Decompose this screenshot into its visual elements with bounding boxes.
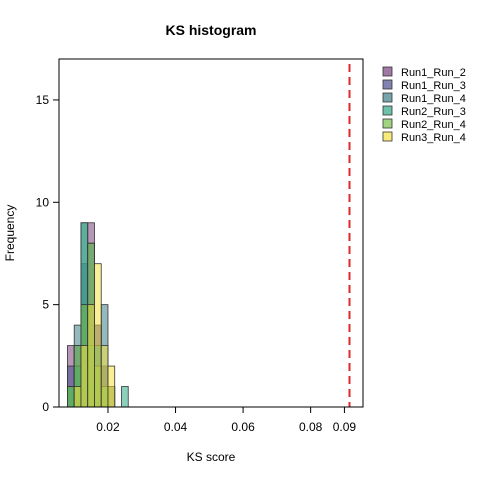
bar-Run3_Run_4-bin-5 — [100, 345, 109, 408]
legend: Run1_Run_2Run1_Run_3Run1_Run_4Run2_Run_3… — [382, 66, 466, 144]
x-tick-label-1: 0.04 — [164, 420, 188, 434]
bar-Run3_Run_4-bin-6 — [107, 365, 116, 408]
legend-swatch-Run1_Run_2 — [382, 66, 393, 77]
x-axis: 0.02 0.04 0.06 0.08 0.09 — [96, 406, 357, 434]
bar-Run3_Run_4-bin-3 — [87, 304, 95, 408]
histogram-bars — [67, 222, 129, 408]
bar-Run2_Run_3-bin-8 — [121, 386, 129, 408]
legend-swatch-Run2_Run_3 — [382, 105, 393, 116]
y-tick-label-3: 15 — [36, 93, 50, 107]
bar-Run3_Run_4-bin-4 — [94, 263, 102, 408]
chart-title: KS histogram — [165, 22, 256, 38]
legend-label-Run1_Run_4: Run1_Run_4 — [401, 93, 466, 105]
bar-Run3_Run_4-bin-1 — [73, 386, 82, 408]
legend-swatch-Run1_Run_3 — [382, 79, 393, 90]
x-tick-label-2: 0.06 — [231, 420, 255, 434]
legend-swatch-Run2_Run_4 — [382, 118, 393, 129]
legend-swatch-Run1_Run_4 — [382, 92, 393, 103]
legend-label-Run2_Run_3: Run2_Run_3 — [401, 106, 466, 118]
x-tick-label-0: 0.02 — [96, 420, 120, 434]
legend-label-Run1_Run_3: Run1_Run_3 — [401, 80, 466, 92]
bar-Run3_Run_4-bin-2 — [80, 345, 89, 408]
y-tick-label-1: 5 — [42, 298, 49, 312]
y-axis-label: Frequency — [3, 205, 17, 262]
legend-label-Run3_Run_4: Run3_Run_4 — [401, 132, 466, 144]
bar-Run2_Run_4-bin-0 — [67, 386, 75, 408]
y-axis: 0 5 10 15 — [36, 93, 60, 414]
x-tick-label-4: 0.09 — [333, 420, 357, 434]
y-tick-label-0: 0 — [42, 400, 49, 414]
legend-label-Run2_Run_4: Run2_Run_4 — [401, 119, 466, 131]
legend-label-Run1_Run_2: Run1_Run_2 — [401, 67, 466, 79]
y-tick-label-2: 10 — [36, 195, 50, 209]
legend-swatch-Run3_Run_4 — [382, 131, 393, 142]
x-tick-label-3: 0.08 — [299, 420, 323, 434]
x-axis-label: KS score — [187, 450, 236, 464]
